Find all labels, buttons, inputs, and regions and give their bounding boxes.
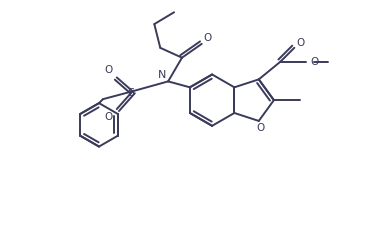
Text: O: O <box>257 123 265 133</box>
Text: O: O <box>310 57 318 67</box>
Text: S: S <box>127 88 134 98</box>
Text: O: O <box>105 112 113 122</box>
Text: N: N <box>158 70 167 81</box>
Text: O: O <box>105 65 113 74</box>
Text: O: O <box>203 33 212 43</box>
Text: O: O <box>296 38 305 48</box>
